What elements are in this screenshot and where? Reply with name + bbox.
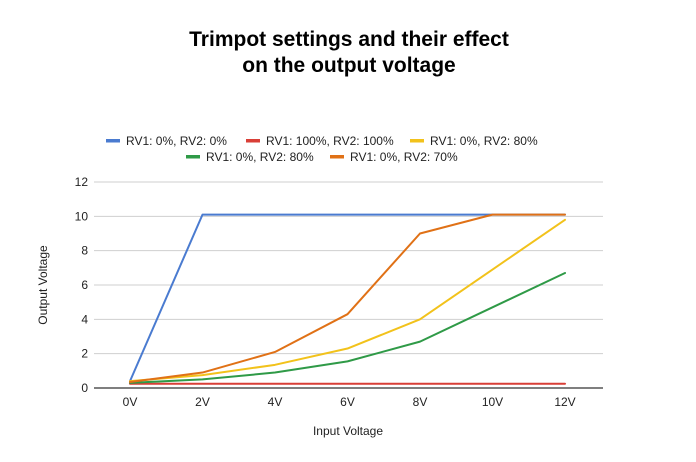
y-tick-label: 2 (81, 347, 88, 361)
gridlines (94, 181, 603, 389)
legend-label: RV1: 0%, RV2: 80% (206, 150, 314, 164)
y-tick-label: 8 (81, 244, 88, 258)
legend-item: RV1: 0%, RV2: 80% (410, 134, 538, 148)
series-line-4 (129, 271, 566, 384)
series-line-1 (129, 213, 566, 383)
x-tick-label: 2V (195, 395, 210, 409)
y-axis-title: Output Voltage (36, 245, 50, 325)
x-tick-label: 6V (340, 395, 355, 409)
chart-title-line-2: on the output voltage (242, 54, 455, 77)
legend-swatch (106, 139, 120, 143)
legend-item: RV1: 100%, RV2: 100% (246, 134, 394, 148)
legend-label: RV1: 0%, RV2: 0% (126, 134, 227, 148)
y-axis-ticks: 0 2 4 6 8 10 12 (75, 175, 89, 395)
series-line-5 (129, 213, 566, 383)
series-line-3 (129, 218, 566, 383)
x-tick-label: 4V (268, 395, 283, 409)
x-tick-label: 10V (482, 395, 503, 409)
y-tick-label: 12 (75, 175, 89, 189)
legend-label: RV1: 0%, RV2: 70% (350, 150, 458, 164)
x-tick-label: 8V (413, 395, 428, 409)
legend-item: RV1: 0%, RV2: 80% (186, 150, 314, 164)
legend-label: RV1: 100%, RV2: 100% (266, 134, 394, 148)
chart-title-line-1: Trimpot settings and their effect (189, 28, 509, 51)
legend-swatch (330, 155, 344, 159)
y-tick-label: 4 (81, 312, 88, 326)
x-axis-ticks: 0V 2V 4V 6V 8V 10V 12V (123, 395, 576, 409)
y-tick-label: 0 (81, 381, 88, 395)
x-tick-label: 0V (123, 395, 138, 409)
legend: RV1: 0%, RV2: 0% RV1: 100%, RV2: 100% RV1:… (106, 134, 538, 164)
series-lines (129, 213, 566, 385)
x-tick-label: 12V (554, 395, 575, 409)
legend-swatch (246, 139, 260, 143)
legend-label: RV1: 0%, RV2: 80% (430, 134, 538, 148)
x-axis-title: Input Voltage (313, 424, 383, 438)
legend-swatch (186, 155, 200, 159)
y-tick-label: 6 (81, 278, 88, 292)
legend-item: RV1: 0%, RV2: 0% (106, 134, 227, 148)
y-tick-label: 10 (75, 209, 89, 223)
legend-swatch (410, 139, 424, 143)
legend-item: RV1: 0%, RV2: 70% (330, 150, 458, 164)
